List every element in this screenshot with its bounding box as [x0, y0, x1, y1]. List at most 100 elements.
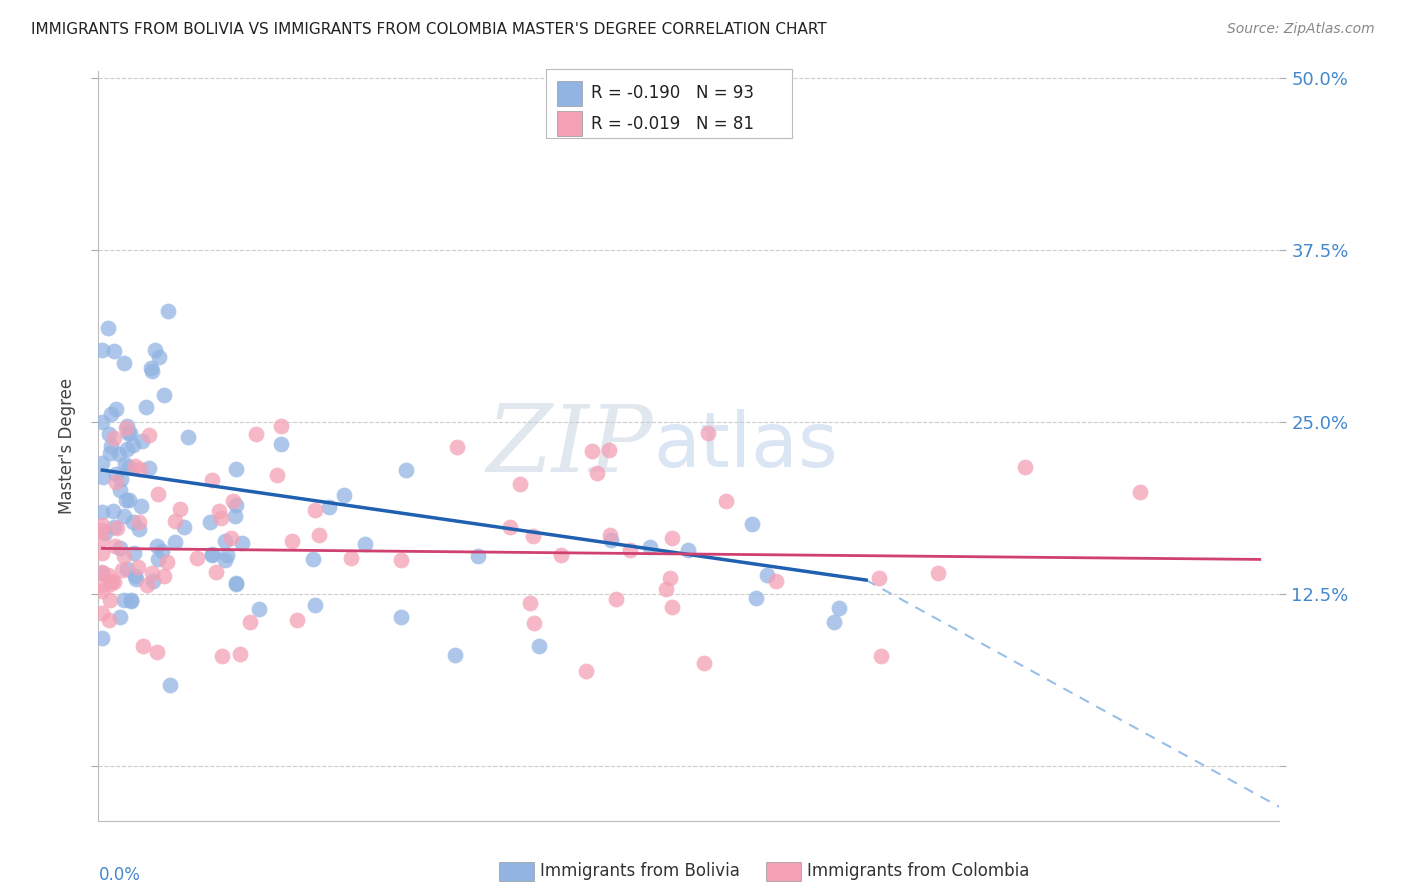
Point — [186, 550, 208, 565]
Point — [208, 504, 231, 518]
Point — [600, 533, 623, 547]
Point — [509, 476, 531, 491]
Point — [519, 596, 541, 610]
Point — [169, 501, 191, 516]
Point — [112, 509, 135, 524]
Point — [120, 426, 142, 441]
Point — [201, 473, 224, 487]
Point — [281, 533, 304, 548]
Point — [245, 426, 267, 441]
Point — [141, 364, 163, 378]
Point — [142, 574, 165, 588]
Point — [139, 360, 162, 375]
Point — [138, 428, 160, 442]
Point — [655, 582, 678, 596]
Point — [756, 567, 779, 582]
Point — [112, 356, 135, 370]
Point — [103, 520, 125, 534]
Point — [122, 546, 145, 560]
Point — [104, 467, 127, 482]
Point — [522, 529, 544, 543]
Point — [108, 541, 131, 556]
Text: atlas: atlas — [654, 409, 838, 483]
Point — [135, 401, 157, 415]
Point — [146, 645, 169, 659]
Point — [97, 321, 120, 335]
Point — [115, 562, 138, 576]
Point — [239, 615, 262, 629]
Text: R = -0.019   N = 81: R = -0.019 N = 81 — [591, 115, 754, 133]
Point — [1014, 460, 1036, 475]
Point — [217, 548, 239, 562]
Point — [395, 463, 418, 477]
Point — [105, 401, 128, 416]
Point — [104, 539, 127, 553]
Text: ZIP: ZIP — [486, 401, 654, 491]
Point — [165, 535, 187, 549]
Point — [598, 442, 620, 457]
Point — [225, 462, 247, 476]
Point — [122, 438, 145, 452]
Point — [111, 563, 134, 577]
Point — [1129, 485, 1152, 500]
Text: Immigrants from Bolivia: Immigrants from Bolivia — [540, 863, 740, 880]
Point — [143, 343, 166, 358]
Point — [91, 584, 114, 599]
Point — [132, 639, 155, 653]
Point — [159, 678, 181, 692]
Point — [443, 648, 465, 662]
Point — [714, 494, 737, 508]
Point — [225, 577, 247, 591]
Point — [110, 610, 132, 624]
Point — [765, 574, 787, 588]
Point — [868, 571, 890, 585]
Point — [114, 493, 136, 508]
Point — [659, 572, 682, 586]
Point — [117, 425, 139, 440]
Point — [676, 543, 699, 558]
Point — [225, 576, 247, 591]
Point — [638, 540, 661, 554]
Point — [247, 601, 270, 615]
Point — [103, 504, 125, 518]
Point — [103, 575, 125, 590]
Point — [100, 407, 122, 421]
Point — [110, 483, 132, 497]
Point — [117, 442, 139, 456]
Text: Immigrants from Colombia: Immigrants from Colombia — [807, 863, 1029, 880]
Point — [285, 613, 308, 627]
Point — [98, 446, 121, 460]
Point — [697, 425, 720, 440]
Text: R = -0.190   N = 93: R = -0.190 N = 93 — [591, 85, 754, 103]
Point — [104, 475, 127, 489]
Point — [91, 343, 114, 358]
Point — [693, 656, 716, 670]
Point — [927, 566, 949, 580]
Point — [91, 415, 114, 429]
Point — [131, 434, 153, 449]
Point — [229, 647, 252, 661]
Point — [112, 549, 135, 563]
Point — [136, 578, 159, 592]
Point — [122, 515, 145, 529]
Point — [575, 664, 598, 678]
Point — [153, 388, 176, 402]
Point — [146, 539, 169, 553]
Point — [333, 488, 356, 502]
Point — [115, 419, 138, 434]
Y-axis label: Master's Degree: Master's Degree — [58, 378, 76, 514]
Point — [97, 568, 120, 582]
Point — [98, 613, 121, 627]
Point — [127, 560, 149, 574]
Point — [225, 499, 247, 513]
Point — [115, 421, 138, 435]
Point — [156, 304, 179, 318]
Point — [823, 615, 845, 630]
Point — [98, 426, 121, 441]
Point — [605, 592, 627, 607]
Point — [153, 569, 176, 583]
Point — [201, 549, 224, 563]
Point — [148, 552, 170, 566]
Point — [124, 568, 146, 582]
Point — [661, 599, 683, 614]
